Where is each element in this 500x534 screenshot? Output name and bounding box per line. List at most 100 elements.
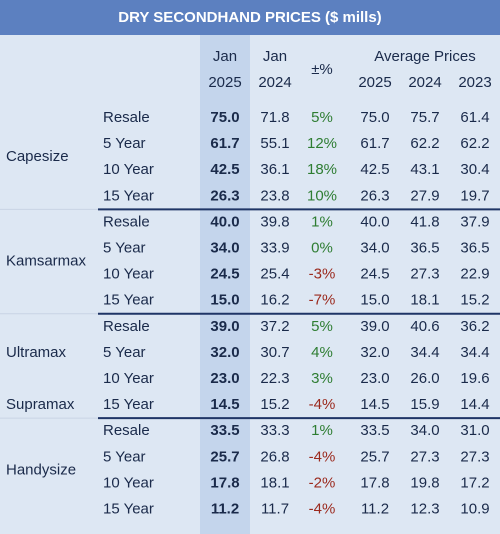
cell: 75.7 [410,109,439,126]
cell: 37.9 [460,213,489,230]
column-header: 2025 [208,74,241,91]
cell: 41.8 [410,213,439,230]
cell: 10% [307,187,337,204]
cell: 61.7 [360,135,389,152]
cell: 42.5 [210,161,239,178]
row-label: 10 Year [103,474,154,491]
cell: 62.2 [410,135,439,152]
cell: -2% [309,474,336,491]
cell: 37.2 [260,318,289,335]
cell: 17.8 [210,474,239,491]
cell: 27.9 [410,187,439,204]
cell: -7% [309,292,336,309]
cell: 71.8 [260,109,289,126]
cell: 26.3 [360,187,389,204]
cell: 26.3 [210,187,239,204]
cell: 62.2 [460,135,489,152]
cell: 75.0 [360,109,389,126]
cell: 27.3 [410,266,439,283]
group-label: Handysize [6,461,76,478]
cell: 23.8 [260,187,289,204]
cell: 30.4 [460,161,489,178]
row-label: Resale [103,213,150,230]
column-header: Average Prices [374,48,475,65]
cell: 14.5 [210,396,239,413]
cell: 23.0 [360,370,389,387]
cell: 32.0 [360,344,389,361]
group-label: Capesize [6,148,69,165]
cell: 32.0 [210,344,239,361]
title-bar [0,0,500,35]
cell: 19.6 [460,370,489,387]
cell: 4% [311,344,333,361]
cell: -4% [309,448,336,465]
cell: 15.9 [410,396,439,413]
cell: 27.3 [410,448,439,465]
cell: 5% [311,109,333,126]
cell: -4% [309,396,336,413]
group-label: Supramax [6,396,75,413]
cell: 34.0 [410,422,439,439]
group-label: Ultramax [6,344,67,361]
column-header: ±% [311,61,333,78]
cell: 24.5 [210,266,239,283]
table-title: DRY SECONDHAND PRICES ($ mills) [118,9,381,26]
cell: 30.7 [260,344,289,361]
cell: 33.5 [210,422,239,439]
cell: 25.7 [210,448,239,465]
cell: 40.6 [410,318,439,335]
cell: 1% [311,213,333,230]
cell: 14.4 [460,396,489,413]
cell: 12% [307,135,337,152]
cell: 11.2 [361,500,389,517]
cell: 23.0 [210,370,239,387]
row-label: Resale [103,422,150,439]
highlight-column [200,35,250,534]
cell: -4% [309,500,336,517]
cell: 15.2 [460,292,489,309]
row-label: 5 Year [103,135,146,152]
cell: 39.0 [210,318,239,335]
cell: 40.0 [360,213,389,230]
column-header: 2024 [408,74,441,91]
cell: 33.3 [260,422,289,439]
row-label: 10 Year [103,266,154,283]
cell: 25.4 [260,266,289,283]
cell: 26.8 [260,448,289,465]
column-header: 2024 [258,74,291,91]
cell: 42.5 [360,161,389,178]
row-label: 5 Year [103,344,146,361]
cell: 18.1 [260,474,289,491]
cell: 27.3 [460,448,489,465]
column-header: Jan [263,48,287,65]
cell: 33.5 [360,422,389,439]
cell: 18% [307,161,337,178]
row-label: 15 Year [103,187,154,204]
row-label: 10 Year [103,370,154,387]
cell: 12.3 [410,500,439,517]
cell: 25.7 [360,448,389,465]
cell: 14.5 [360,396,389,413]
cell: 19.7 [460,187,489,204]
cell: 34.4 [460,344,489,361]
cell: 0% [311,239,333,256]
cell: 22.3 [260,370,289,387]
cell: 36.5 [460,239,489,256]
cell: 17.2 [460,474,489,491]
cell: 18.1 [410,292,439,309]
row-label: Resale [103,318,150,335]
row-label: 15 Year [103,396,154,413]
row-label: 5 Year [103,448,146,465]
cell: -3% [309,266,336,283]
cell: 36.2 [460,318,489,335]
cell: 34.0 [360,239,389,256]
cell: 15.2 [260,396,289,413]
cell: 22.9 [460,266,489,283]
cell: 11.2 [211,500,239,517]
cell: 26.0 [410,370,439,387]
cell: 5% [311,318,333,335]
cell: 24.5 [360,266,389,283]
cell: 10.9 [460,500,489,517]
cell: 19.8 [410,474,439,491]
